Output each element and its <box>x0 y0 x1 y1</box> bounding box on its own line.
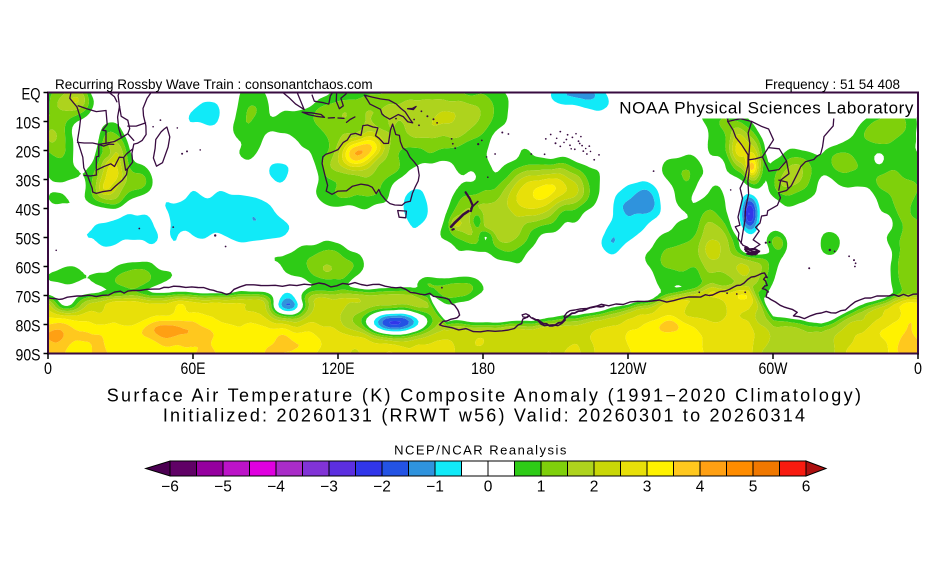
svg-text:−6: −6 <box>161 479 179 496</box>
svg-text:120W: 120W <box>610 359 647 378</box>
svg-text:Recurring Rossby Wave Train :: Recurring Rossby Wave Train : consonantc… <box>55 77 373 92</box>
svg-text:180: 180 <box>471 359 495 378</box>
svg-text:NCEP/NCAR Reanalysis: NCEP/NCAR Reanalysis <box>394 443 568 458</box>
svg-text:80S: 80S <box>16 317 41 336</box>
svg-text:2: 2 <box>590 479 599 496</box>
svg-text:Frequency : 51 54 408: Frequency : 51 54 408 <box>765 77 900 92</box>
svg-text:0: 0 <box>44 359 52 378</box>
svg-text:0: 0 <box>914 359 922 378</box>
svg-text:−5: −5 <box>214 479 232 496</box>
svg-text:30S: 30S <box>16 172 41 191</box>
svg-text:NOAA Physical Sciences Laborat: NOAA Physical Sciences Laboratory <box>619 99 914 118</box>
svg-text:6: 6 <box>802 479 811 496</box>
svg-text:Initialized: 20260131 (RRWT w5: Initialized: 20260131 (RRWT w56) Valid: … <box>163 406 807 426</box>
svg-text:40S: 40S <box>16 201 41 220</box>
svg-text:20S: 20S <box>16 143 41 162</box>
svg-text:50S: 50S <box>16 230 41 249</box>
svg-text:Surface Air Temperature (K) Co: Surface Air Temperature (K) Composite An… <box>107 386 864 406</box>
svg-text:−3: −3 <box>320 479 338 496</box>
svg-text:0: 0 <box>484 479 493 496</box>
svg-text:90S: 90S <box>16 346 41 365</box>
svg-text:−2: −2 <box>373 479 391 496</box>
svg-text:60E: 60E <box>181 359 206 378</box>
svg-text:120E: 120E <box>322 359 355 378</box>
svg-text:−4: −4 <box>267 479 285 496</box>
svg-text:4: 4 <box>696 479 705 496</box>
svg-text:1: 1 <box>537 479 546 496</box>
svg-text:5: 5 <box>749 479 758 496</box>
svg-text:70S: 70S <box>16 288 41 307</box>
svg-text:10S: 10S <box>16 114 41 133</box>
svg-text:60S: 60S <box>16 259 41 278</box>
svg-text:EQ: EQ <box>22 85 41 104</box>
svg-text:−1: −1 <box>426 479 444 496</box>
svg-text:60W: 60W <box>759 359 788 378</box>
svg-text:3: 3 <box>643 479 652 496</box>
